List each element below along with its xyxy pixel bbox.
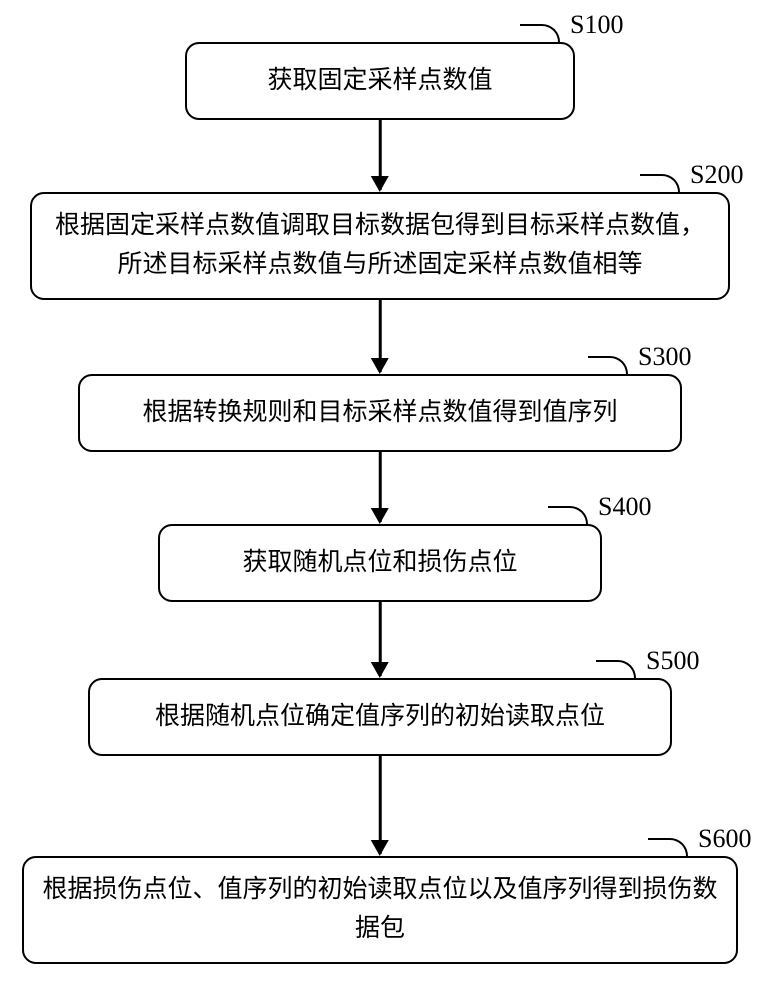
- step-label-s500: S500: [646, 646, 699, 676]
- arrow-s200-s300: [379, 300, 382, 372]
- arrow-s400-s500: [379, 602, 382, 676]
- step-text: 根据固定采样点数值调取目标数据包得到目标采样点数值，所述目标采样点数值与所述固定…: [50, 207, 710, 285]
- arrow-s300-s400: [379, 452, 382, 522]
- step-text: 根据损伤点位、值序列的初始读取点位以及值序列得到损伤数据包: [42, 871, 718, 949]
- arrow-s500-s600: [379, 756, 382, 854]
- step-s300: 根据转换规则和目标采样点数值得到值序列: [78, 374, 682, 452]
- step-s100: 获取固定采样点数值: [185, 42, 575, 120]
- arrow-s100-s200: [379, 120, 382, 190]
- step-s400: 获取随机点位和损伤点位: [158, 524, 602, 602]
- flowchart-canvas: S100 获取固定采样点数值 S200 根据固定采样点数值调取目标数据包得到目标…: [0, 0, 759, 1000]
- step-s200: 根据固定采样点数值调取目标数据包得到目标采样点数值，所述目标采样点数值与所述固定…: [30, 192, 730, 300]
- step-label-s400: S400: [598, 492, 651, 522]
- step-text: 根据随机点位确定值序列的初始读取点位: [155, 698, 605, 737]
- step-label-s200: S200: [690, 160, 743, 190]
- step-text: 获取固定采样点数值: [267, 62, 492, 101]
- step-s500: 根据随机点位确定值序列的初始读取点位: [88, 678, 672, 756]
- step-text: 获取随机点位和损伤点位: [242, 544, 517, 583]
- step-label-s100: S100: [570, 10, 623, 40]
- step-s600: 根据损伤点位、值序列的初始读取点位以及值序列得到损伤数据包: [22, 856, 738, 964]
- step-text: 根据转换规则和目标采样点数值得到值序列: [142, 394, 617, 433]
- step-label-s600: S600: [698, 824, 751, 854]
- step-label-s300: S300: [638, 342, 691, 372]
